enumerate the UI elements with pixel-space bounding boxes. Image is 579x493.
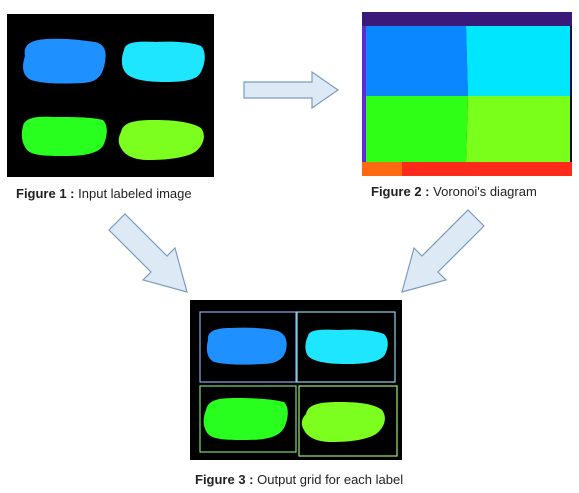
voronoi-region-cyan xyxy=(466,26,570,96)
label-blob-green xyxy=(21,116,107,156)
figure-2-caption: Figure 2 : Voronoi's diagram xyxy=(371,184,537,199)
output-blob-green xyxy=(203,398,288,440)
label-blob-blue xyxy=(23,38,106,84)
grid-cell-cyan xyxy=(296,311,396,383)
figure-2-text: Voronoi's diagram xyxy=(433,184,537,199)
output-blob-lime xyxy=(301,402,385,442)
grid-cell-lime xyxy=(298,385,398,457)
figure-3-label: Figure 3 : xyxy=(195,472,254,487)
figure-2-panel xyxy=(362,12,572,176)
voronoi-left-edge xyxy=(362,26,366,162)
figure-1-panel xyxy=(7,14,214,177)
figure-1-image xyxy=(21,38,205,160)
voronoi-top-band xyxy=(362,12,572,26)
voronoi-bottom-band xyxy=(362,162,572,176)
figure-3-panel xyxy=(190,300,402,460)
arrow-down-right xyxy=(108,213,188,293)
output-blob-cyan xyxy=(305,329,388,364)
figure-3-text: Output grid for each label xyxy=(257,472,404,487)
output-blob-blue xyxy=(206,327,287,365)
figure-2-image xyxy=(362,12,572,176)
arrow-right xyxy=(243,70,340,110)
figure-1-text: Input labeled image xyxy=(78,186,192,201)
label-blob-cyan xyxy=(121,41,205,82)
figure-1-label: Figure 1 : xyxy=(16,186,75,201)
figure-1-caption: Figure 1 : Input labeled image xyxy=(16,186,192,201)
figure-2-label: Figure 2 : xyxy=(371,184,430,199)
figure-3-caption: Figure 3 : Output grid for each label xyxy=(195,472,403,487)
voronoi-region-blue xyxy=(364,26,468,96)
label-blob-lime xyxy=(118,120,204,160)
figure-3-image xyxy=(199,311,398,457)
voronoi-region-green xyxy=(364,96,468,162)
arrow-down-left xyxy=(401,209,485,293)
voronoi-region-lime xyxy=(466,96,570,162)
grid-cell-blue xyxy=(199,311,297,383)
grid-cell-green xyxy=(199,385,297,453)
voronoi-bottom-orange xyxy=(362,162,402,176)
